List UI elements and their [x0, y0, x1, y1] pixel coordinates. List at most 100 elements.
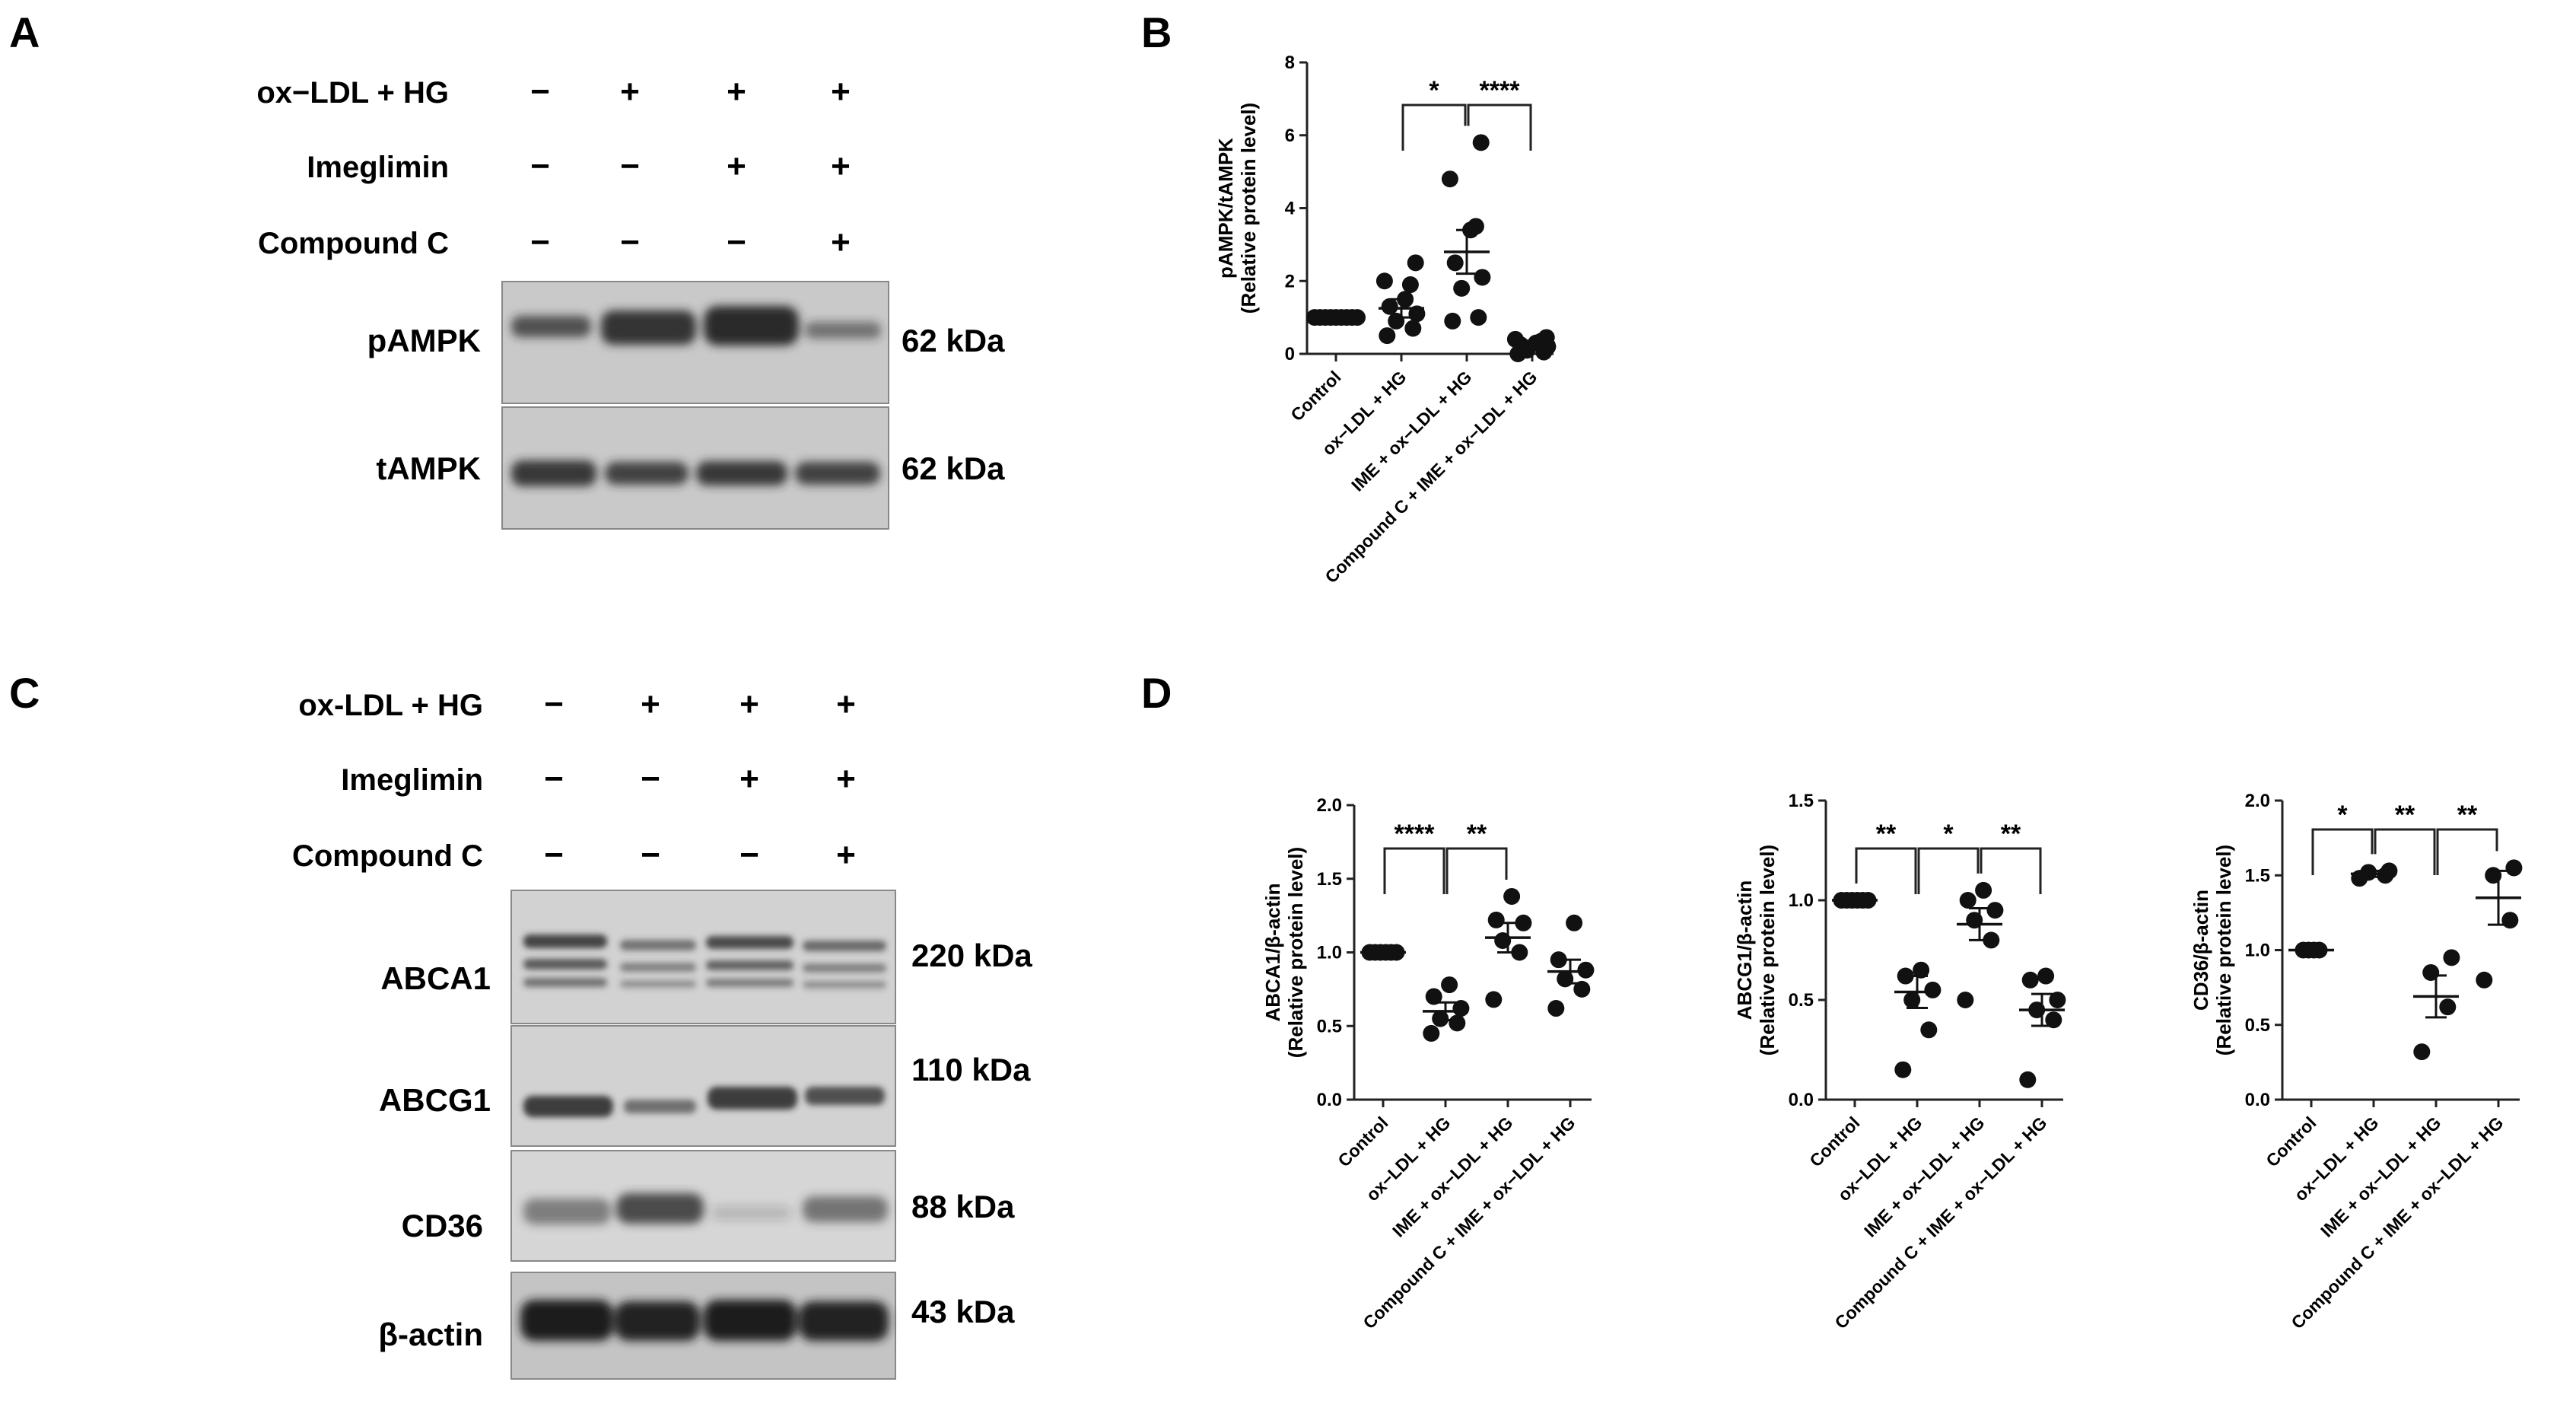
data-point: [1404, 320, 1422, 337]
data-point: [1472, 134, 1490, 151]
data-point: [1441, 170, 1458, 188]
data-point: [1425, 988, 1442, 1005]
significance-bracket: [1401, 103, 1467, 151]
data-point: [2037, 967, 2055, 985]
significance-label: ****: [1395, 820, 1436, 849]
significance-label: ****: [1480, 76, 1521, 105]
tampk-bands: [511, 460, 880, 486]
significance-label: *: [1429, 76, 1439, 105]
blot-c-sign: −: [544, 760, 564, 798]
blot-c-condition-label: Imeglimin: [341, 763, 483, 797]
significance-label: **: [1467, 820, 1487, 849]
blot-c-sign: +: [836, 760, 856, 798]
significance-bracket: [2436, 828, 2498, 875]
significance-label: *: [2337, 801, 2348, 829]
blot-a-condition-label: Compound C: [258, 227, 449, 260]
significance-bracket: [1980, 847, 2042, 894]
x-category-label: Control: [1805, 1113, 1863, 1170]
blot-c-band-kda: 110 kDa: [911, 1052, 1031, 1087]
blot-a-sign: −: [530, 73, 550, 110]
panel-letter-a: A: [9, 8, 40, 56]
x-category-label: IME + ox−LDL + HG: [2317, 1113, 2445, 1241]
y-tick-label: 0: [1285, 344, 1295, 365]
data-point: [2413, 1043, 2431, 1061]
blot-a-sign: −: [727, 224, 746, 261]
data-point: [1573, 980, 1591, 998]
data-point: [1511, 944, 1528, 961]
chart-d-1: 0.0 0.5 1.0 1.5 2.0 ABCA1/β-actin (Relative pr…: [1261, 795, 1595, 1333]
data-point: [1975, 881, 1992, 899]
chart-d-3: 0.0 0.5 1.0 1.5 2.0 CD36/β-actin (Relative pro…: [2190, 791, 2523, 1333]
data-point: [1407, 254, 1424, 272]
blot-c-sign: −: [641, 836, 660, 874]
blot-c-sign: +: [641, 686, 660, 723]
y-tick-label: 0.0: [1317, 1090, 1342, 1110]
data-point: [1401, 276, 1419, 294]
data-point: [1485, 991, 1503, 1008]
data-point: [2501, 912, 2519, 929]
y-tick-label: 6: [1285, 126, 1295, 146]
blot-a-band-kda: 62 kDa: [902, 451, 1005, 486]
data-point: [2049, 992, 2066, 1008]
data-point: [1566, 914, 1583, 931]
blot-a-band-label: tAMPK: [376, 451, 481, 486]
significance-bracket: [1445, 847, 1508, 894]
y-tick-label: 2.0: [1317, 795, 1342, 816]
x-category-label: IME + ox−LDL + HG: [1860, 1113, 1989, 1241]
data-point: [1449, 1014, 1466, 1032]
y-tick-label: 0.0: [2245, 1090, 2270, 1110]
data-point: [1446, 254, 1464, 272]
blot-c-band-label: ABCA1: [380, 960, 491, 996]
data-point: [1467, 218, 1484, 235]
y-tick-label: 1.5: [1789, 791, 1814, 811]
data-point: [1506, 330, 1524, 348]
blot-a-sign: −: [620, 224, 640, 261]
blot-a-sign: −: [620, 148, 640, 185]
significance-bracket: [1383, 847, 1445, 894]
blot-c-sign: −: [544, 686, 564, 723]
chart-d-2: 0.0 0.5 1.0 1.5 ABCG1/β-actin (Relative prote…: [1733, 791, 2066, 1333]
significance-label: *: [1943, 820, 1954, 849]
blot-a-band-kda: 62 kDa: [902, 323, 1005, 358]
significance-bracket: [2374, 828, 2436, 875]
y-axis-label: (Relative protein level): [1237, 103, 1260, 314]
data-point: [2021, 971, 2039, 989]
data-point: [2476, 971, 2493, 989]
data-point: [1441, 976, 1458, 994]
y-tick-label: 8: [1285, 53, 1295, 73]
y-tick-label: 0.5: [2245, 1015, 2270, 1036]
y-axis-label: (Relative protein level): [1284, 847, 1307, 1058]
blot-c-sign: +: [739, 686, 759, 723]
blot-c-band-kda: 220 kDa: [911, 938, 1032, 973]
pampk-blot-box: [501, 281, 889, 404]
y-tick-label: 0.0: [1789, 1090, 1814, 1110]
abcg1-blot-box: [510, 1025, 896, 1147]
y-axis-label: pAMPK/tAMPK: [1214, 138, 1237, 279]
y-tick-label: 1.0: [2245, 941, 2270, 961]
data-point: [1453, 279, 1471, 297]
data-point: [1986, 902, 2004, 919]
blot-c-sign: −: [641, 760, 660, 798]
blot-a: ox−LDL + HG Imeglimin Compound C − + + +…: [256, 73, 1005, 530]
x-category-label: Control: [1334, 1113, 1391, 1170]
blot-a-sign: +: [831, 73, 851, 110]
chart-b: 0 2 4 6 8 pAMPK/tAMPK (Relative protein level)…: [1214, 53, 1557, 587]
cd36-bands: [523, 1193, 888, 1224]
data-point: [1375, 272, 1393, 290]
blot-c-band-kda: 88 kDa: [911, 1189, 1015, 1224]
data-point: [1379, 327, 1396, 345]
data-point: [1983, 931, 2000, 949]
abca1-blot-box: [510, 890, 896, 1024]
data-point: [1547, 1000, 1565, 1017]
data-point: [1920, 1021, 1938, 1039]
abcg1-bands: [523, 1087, 885, 1117]
y-tick-label: 1.0: [1789, 890, 1814, 911]
data-point: [1577, 961, 1595, 979]
data-point: [2505, 859, 2523, 877]
y-axis-label: (Relative protein level): [2212, 845, 2235, 1056]
blot-c-sign: +: [836, 836, 856, 874]
data-point: [1381, 298, 1398, 315]
data-point: [1503, 887, 1521, 905]
y-tick-label: 2: [1285, 271, 1295, 291]
significance-bracket: [1917, 847, 1980, 894]
